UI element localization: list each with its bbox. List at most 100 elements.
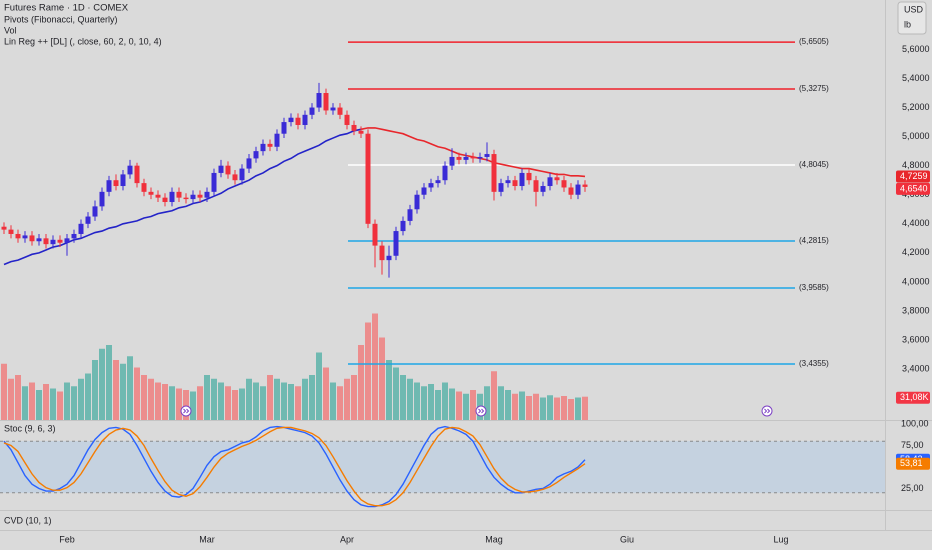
candle-body	[29, 235, 35, 242]
volume-bar	[540, 397, 546, 420]
candle-body	[288, 117, 294, 123]
y-tick-label: 3,4000	[902, 364, 930, 374]
candle-body	[92, 206, 98, 217]
volume-bar	[43, 384, 49, 420]
y-tick-label: 3,8000	[902, 305, 930, 315]
candle-body	[43, 238, 49, 245]
candle-body	[302, 114, 308, 125]
candle-body	[190, 194, 196, 200]
volume-bar	[379, 337, 385, 420]
candle-body	[281, 122, 287, 134]
volume-bar	[372, 313, 378, 420]
candle-body	[113, 180, 119, 187]
pivot-label: (4,2815)	[799, 236, 829, 245]
stoch-band	[0, 441, 885, 493]
volume-bar	[64, 382, 70, 420]
volume-bar	[435, 390, 441, 420]
volume-bar	[211, 378, 217, 420]
volume-bar	[393, 367, 399, 420]
candle-body	[260, 143, 266, 152]
volume-bar	[449, 388, 455, 420]
stoch-line	[3, 426, 586, 507]
volume-bar	[253, 382, 259, 420]
candle-body	[540, 186, 546, 192]
candle-body	[533, 180, 539, 192]
chart-title: Futures Rame · 1D · COMEX	[4, 3, 129, 14]
candle-body	[204, 191, 210, 198]
volume-bar	[337, 386, 343, 420]
y-tick-label: 4,8000	[902, 160, 930, 170]
volume-bar	[428, 384, 434, 420]
unit-box[interactable]	[897, 1, 927, 35]
volume-bar	[78, 378, 84, 420]
candle-body	[407, 209, 413, 221]
candle-body	[547, 177, 553, 187]
event-icon[interactable]	[761, 405, 773, 417]
volume-bar	[1, 363, 7, 420]
y-tick-label: 5,0000	[902, 131, 930, 141]
volume-bar	[344, 378, 350, 420]
candle-body	[449, 156, 455, 166]
candle-body	[99, 191, 105, 207]
candle-body	[400, 220, 406, 232]
volume-bar	[8, 378, 14, 420]
stoch-tag: 53,81	[900, 458, 923, 468]
candle-body	[316, 93, 322, 108]
stoch-line	[3, 425, 586, 508]
volume-bar	[190, 391, 196, 420]
candle-body	[57, 239, 63, 243]
y-tick-label: 5,4000	[902, 73, 930, 83]
volume-bar	[127, 356, 133, 420]
x-tick-label: Lug	[773, 534, 788, 544]
candle-body	[470, 156, 476, 159]
plot-layer: (5,6505) (5,3275) (4,8045) (4,2815) (3,9585)…	[1, 37, 829, 420]
candle-body	[134, 165, 140, 184]
candle-body	[50, 239, 56, 245]
volume-bar	[547, 395, 553, 420]
candle-body	[211, 172, 217, 192]
volume-bar	[260, 386, 266, 420]
volume-bar	[50, 388, 56, 420]
candle-body	[246, 158, 252, 169]
volume-bar	[148, 378, 154, 420]
candle-body	[8, 229, 14, 234]
volume-bar	[561, 396, 567, 420]
candle-body	[442, 165, 448, 181]
candle-body	[197, 194, 203, 198]
volume-bar	[120, 363, 126, 420]
event-icon[interactable]	[180, 405, 192, 417]
candle-body	[568, 187, 574, 195]
volume-bar	[400, 375, 406, 420]
candle-body	[274, 133, 280, 147]
volume-bar	[463, 393, 469, 420]
candle-body	[435, 180, 441, 184]
x-tick-label: Apr	[340, 534, 354, 544]
volume-bar	[57, 391, 63, 420]
volume-bar	[85, 373, 91, 420]
candle-body	[519, 172, 525, 187]
volume-bar	[232, 390, 238, 420]
candle-body	[225, 165, 231, 175]
overlay-line	[3, 128, 362, 266]
candle-body	[36, 238, 42, 242]
candle-body	[295, 117, 301, 125]
lin-reg-tag-box	[896, 170, 930, 183]
candle-body	[491, 154, 497, 192]
volume-bar	[295, 386, 301, 420]
volume-bar	[274, 378, 280, 420]
volume-bar	[141, 375, 147, 420]
indicator-label: Vol	[4, 25, 17, 35]
candle-body	[337, 107, 343, 115]
candle-body	[239, 168, 245, 181]
volume-bar	[442, 382, 448, 420]
last-price-tag: 4,6540	[900, 183, 928, 193]
pivot-label: (4,8045)	[799, 160, 829, 169]
volume-bar	[421, 386, 427, 420]
pivot-label: (3,9585)	[799, 283, 829, 292]
event-icon[interactable]	[475, 405, 487, 417]
x-tick-label: Mar	[199, 534, 215, 544]
candle-body	[106, 180, 112, 192]
y-tick-label: 100,00	[901, 418, 929, 428]
candle-body	[421, 187, 427, 195]
